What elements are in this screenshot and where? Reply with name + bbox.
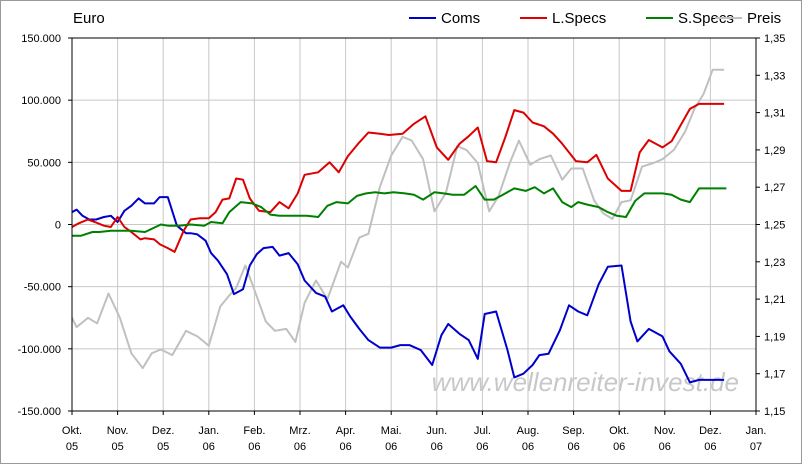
series-line-preis (71, 68, 725, 370)
y-right-tick-label: 1,31 (764, 108, 785, 120)
x-tick-label-line: 05 (157, 441, 169, 453)
y-right-tick-label: 1,35 (764, 33, 785, 45)
x-tick-label-line: Mrz. (289, 425, 310, 437)
y-right-tick-label: 1,29 (764, 145, 785, 157)
x-tick-label: Mai. 06 (381, 425, 402, 453)
legend-label: L.Specs (552, 10, 606, 27)
x-tick-label-line: Dez. (152, 425, 175, 437)
x-tick-label-line: 05 (66, 441, 78, 453)
x-tick-label-line: 07 (750, 441, 762, 453)
x-tick-label-line: Jul. (474, 425, 491, 437)
x-tick-label-line: 06 (203, 441, 215, 453)
y-right-tick-label: 1,19 (764, 331, 785, 343)
legend-label: Preis (747, 10, 781, 27)
x-tick-label-line: 06 (248, 441, 260, 453)
x-tick-label: Sep. 06 (562, 425, 585, 453)
x-tick-label-line: Nov. (654, 425, 676, 437)
x-tick-label: Okt. 06 (609, 425, 629, 453)
x-tick-label-line: Okt. (609, 425, 629, 437)
x-tick-label-line: Okt. (62, 425, 82, 437)
x-tick-label: Jul. 06 (474, 425, 491, 453)
x-tick-label-line: Sep. (562, 425, 585, 437)
x-tick-label-line: 06 (613, 441, 625, 453)
x-tick-label-line: 06 (704, 441, 716, 453)
plot-area-border (71, 37, 757, 412)
x-tick-label: Jan. 06 (198, 425, 219, 453)
x-tick-label-line: Mai. (381, 425, 402, 437)
x-tick-label-line: 06 (431, 441, 443, 453)
x-tick-label-line: 06 (339, 441, 351, 453)
series-line-sspecs (72, 185, 727, 237)
x-tick-label-line: 06 (294, 441, 306, 453)
x-tick-label-line: 06 (659, 441, 671, 453)
x-tick-label-line: Feb. (243, 425, 265, 437)
y-left-tick-label: 150.000 (21, 33, 61, 45)
x-tick-label-line: Apr. (336, 425, 356, 437)
y-left-tick-label: 50.000 (27, 157, 61, 169)
axes: 150.000 100.000 50.000 0 -50.000 -100.000 -150… (18, 33, 786, 453)
y-right-tick-label: 1,15 (764, 406, 785, 418)
y-right-tick-label: 1,23 (764, 257, 785, 269)
series-line-lspecs (71, 102, 725, 253)
y-left-tick-label: 0 (55, 220, 61, 232)
x-tick-label-line: Jan. (746, 425, 767, 437)
y-left-tick-label: 100.000 (21, 95, 61, 107)
x-tick-label: Jan. 07 (746, 425, 767, 453)
y-left-tick-label: -150.000 (18, 406, 61, 418)
x-tick-label: Feb. 06 (243, 425, 265, 453)
y-right-tick-label: 1,21 (764, 294, 785, 306)
x-tick-label-line: Dez. (699, 425, 722, 437)
y-right-tick-label: 1,25 (764, 220, 785, 232)
y-left-tick-label: -100.000 (18, 344, 61, 356)
legend-label: S.Specs (678, 10, 734, 27)
x-tick-label-line: 06 (567, 441, 579, 453)
x-tick-label: Aug. 06 (517, 425, 540, 453)
x-tick-label: Nov. 05 (107, 425, 129, 453)
grid (71, 37, 757, 412)
y-right-tick-label: 1,33 (764, 70, 785, 82)
x-tick-label-line: 06 (522, 441, 534, 453)
x-tick-label: Mrz. 06 (289, 425, 310, 453)
legend: Coms L.Specs S.Specs Preis (409, 10, 781, 27)
series-layer (71, 68, 727, 384)
x-tick-label-line: 06 (476, 441, 488, 453)
x-tick-label: Dez. 06 (699, 425, 722, 453)
unit-label: Euro (73, 10, 105, 27)
x-tick-label-line: Aug. (517, 425, 540, 437)
x-tick-label-line: 06 (385, 441, 397, 453)
x-tick-label: Apr. 06 (336, 425, 356, 453)
y-right-tick-label: 1,17 (764, 369, 785, 381)
legend-label: Coms (441, 10, 480, 27)
x-tick-label-line: 05 (111, 441, 123, 453)
series-line-coms (71, 196, 725, 384)
x-tick-label-line: Jan. (198, 425, 219, 437)
x-tick-label-line: Nov. (107, 425, 129, 437)
y-left-tick-label: -50.000 (24, 282, 61, 294)
x-tick-label-line: Jun. (426, 425, 447, 437)
x-tick-label: Dez. 05 (152, 425, 175, 453)
x-tick-label: Nov. 06 (654, 425, 676, 453)
x-tick-label: Jun. 06 (426, 425, 447, 453)
y-right-tick-label: 1,27 (764, 182, 785, 194)
watermark: www.wellenreiter-invest.de (432, 367, 739, 397)
x-tick-label: Okt. 05 (62, 425, 82, 453)
